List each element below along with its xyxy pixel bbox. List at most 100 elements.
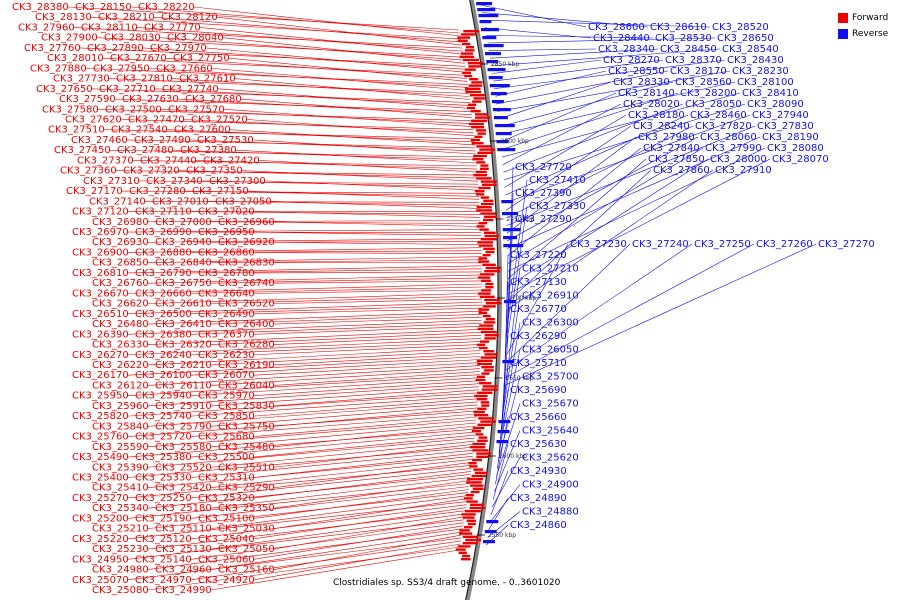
forward-gene [477,407,487,410]
forward-leader [190,250,482,253]
forward-gene [481,404,490,407]
forward-gene-label: CK3_27750 [173,53,230,64]
reverse-gene-label: CK3_25660 [510,412,567,423]
forward-gene-label: CK3_27770 [144,22,201,33]
reverse-gene-label: CK3_27410 [529,175,586,186]
forward-leader [273,298,483,304]
forward-leader [253,326,482,335]
reverse-gene-label: CK3_27270 [818,239,875,250]
forward-leader [142,47,466,70]
forward-leader [210,477,471,509]
reverse-gene-label: CK3_28200 [680,88,737,99]
forward-leader [273,335,482,345]
forward-gene-label: CK3_26230 [198,350,255,361]
forward-gene [484,334,499,337]
forward-gene [479,148,496,151]
reverse-gene-label: CK3_28550 [608,66,665,77]
forward-leader [102,57,467,76]
forward-gene-label: CK3_28210 [98,12,155,23]
forward-leader [253,307,482,315]
reverse-leader [480,4,587,28]
forward-leader [189,139,476,152]
forward-gene [466,500,478,503]
forward-leader [223,108,474,127]
forward-gene [477,132,486,135]
forward-gene-label: CK3_25940 [135,391,192,402]
reverse-gene-label: CK3_28370 [665,55,722,66]
reverse-gene-label: CK3_24930 [510,466,567,477]
forward-gene-label: CK3_25250 [135,493,192,504]
forward-gene-label: CK3_27340 [146,176,203,187]
forward-gene [462,554,471,558]
forward-leader [253,380,480,396]
forward-gene [471,430,481,433]
legend-forward: Forward [838,10,898,26]
forward-gene [462,542,478,545]
reverse-gene-label: CK3_28270 [603,55,660,66]
reverse-gene [488,76,503,80]
reverse-gene-label: CK3_28650 [717,33,774,44]
reverse-leader [488,497,509,530]
forward-gene-label: CK3_25510 [218,462,275,473]
forward-leader [165,57,468,79]
forward-gene [485,282,494,286]
forward-gene [477,151,494,154]
forward-gene-label: CK3_27630 [122,94,179,105]
forward-leader [127,519,465,560]
tick-label: 2550 kbp [488,532,516,539]
tick-label: 2600 kbp [499,453,527,460]
forward-leader [273,462,473,489]
reverse-leader [505,243,693,371]
forward-gene-label: CK3_27670 [110,53,167,64]
reverse-gene [501,200,514,204]
forward-gene-label: CK3_25520 [155,462,212,473]
forward-leader [273,280,483,284]
forward-gene-label: CK3_25230 [92,544,149,555]
forward-gene-label: CK3_26120 [92,380,149,391]
reverse-gene-label: CK3_28410 [742,88,799,99]
legend-forward-label: Forward [852,13,889,23]
forward-leader [147,401,478,427]
forward-gene [464,526,473,529]
forward-leader [96,37,464,58]
forward-gene-label: CK3_26380 [135,329,192,340]
forward-leader [147,546,460,591]
forward-gene [478,436,488,439]
forward-gene [465,90,482,94]
reverse-gene [497,430,510,434]
forward-gene [474,414,489,417]
forward-gene [464,87,481,90]
forward-leader [210,259,482,264]
forward-gene [480,420,497,423]
forward-gene-label: CK3_26940 [155,237,212,248]
forward-gene-label: CK3_25140 [135,554,192,565]
forward-gene [462,71,471,74]
reverse-gene-label: CK3_28240 [633,121,690,132]
reverse-gene [496,140,509,144]
forward-gene [472,458,482,462]
forward-gene-label: CK3_25380 [135,452,192,463]
reverse-gene-label: CK3_28340 [598,44,655,55]
forward-gene-label: CK3_26490 [198,309,255,320]
forward-leader [193,6,461,37]
forward-gene [462,42,471,46]
forward-leader [130,6,460,34]
forward-leader [190,211,481,215]
forward-gene-label: CK3_27300 [209,176,266,187]
reverse-leader [499,349,521,447]
forward-gene [480,196,489,199]
reverse-gene [482,36,497,40]
forward-gene-label: CK3_25910 [155,401,212,412]
forward-leader [210,221,481,224]
forward-gene-label: CK3_27650 [36,84,93,95]
forward-leader [127,465,472,499]
forward-leader [273,371,480,386]
forward-gene [480,330,497,334]
forward-gene [475,190,485,193]
reverse-leader [507,158,771,295]
forward-gene [469,465,478,468]
forward-gene [476,177,492,180]
forward-gene [475,116,491,119]
legend-reverse-label: Reverse [852,29,889,39]
forward-gene-label: CK3_28040 [167,33,224,44]
